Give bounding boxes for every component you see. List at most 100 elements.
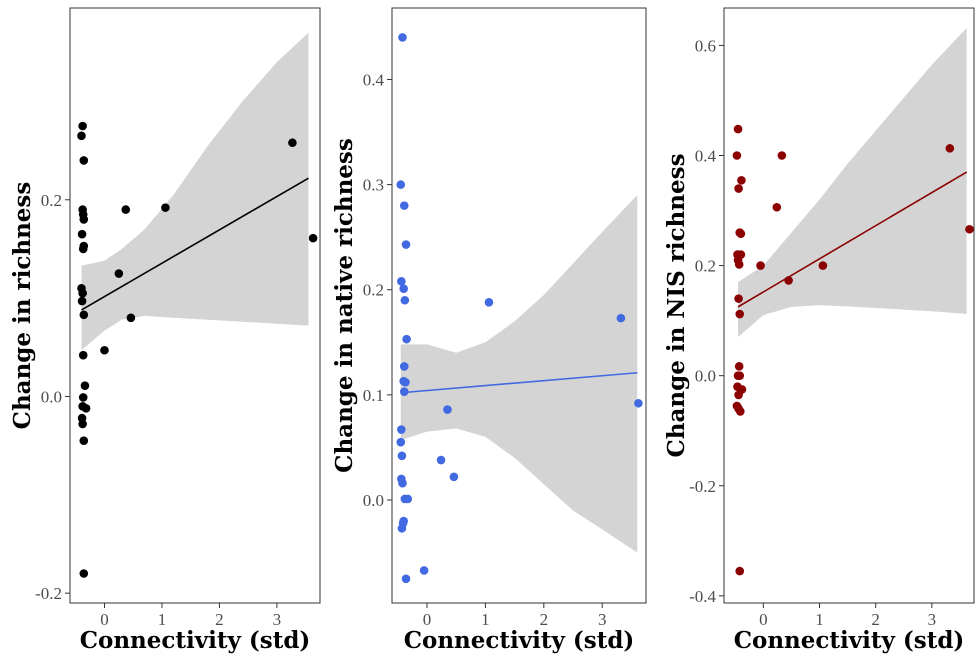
x-tick-label: 3 xyxy=(273,610,282,629)
data-point xyxy=(397,277,406,286)
data-point xyxy=(397,425,406,434)
data-point xyxy=(396,437,406,447)
data-point xyxy=(288,138,297,148)
data-point xyxy=(616,313,626,323)
regression-line xyxy=(737,171,968,308)
data-point xyxy=(401,240,411,249)
y-tick-label: -0.2 xyxy=(35,584,62,603)
y-tick-label: 0.3 xyxy=(363,176,384,195)
data-point xyxy=(734,260,744,269)
data-point xyxy=(399,387,409,397)
panel-richness: 0 1 2 3 -0.2 0.0 0.2 Connectivity (std) Change i… xyxy=(9,7,321,654)
data-point xyxy=(734,294,743,303)
data-point xyxy=(484,298,494,307)
panel-native-richness: 0 1 2 3 0.0 0.1 0.2 0.3 0.4 Connectivity (std) Cha… xyxy=(331,7,647,654)
x-tick-label: 1 xyxy=(815,610,824,629)
y-tick-label: 0.0 xyxy=(363,491,384,510)
confidence-band xyxy=(400,195,638,553)
data-point xyxy=(735,309,745,319)
data-point xyxy=(734,390,743,400)
data-point xyxy=(79,569,89,578)
data-point xyxy=(121,205,131,214)
x-tick-label: 0 xyxy=(423,610,432,629)
data-point xyxy=(79,215,89,224)
data-point xyxy=(402,334,411,344)
y-tick-label: 0.2 xyxy=(41,191,62,210)
data-point xyxy=(400,295,410,305)
data-point xyxy=(398,478,407,488)
y-tick-label: 0.4 xyxy=(695,147,717,166)
data-point xyxy=(734,362,744,371)
data-point xyxy=(79,310,89,320)
x-tick-label: 0 xyxy=(100,610,109,629)
data-point xyxy=(734,184,743,193)
y-axis-label-nis-richness: Change in NIS richness xyxy=(663,153,690,457)
x-tick-label: 2 xyxy=(215,610,224,629)
data-point xyxy=(401,377,410,387)
data-point xyxy=(634,398,643,408)
data-point xyxy=(733,124,743,134)
data-point xyxy=(100,345,109,355)
regression-line xyxy=(81,177,309,311)
data-point xyxy=(737,175,746,185)
data-point xyxy=(401,574,411,584)
data-point xyxy=(79,436,89,446)
x-tick-label: 3 xyxy=(598,610,607,629)
data-point xyxy=(399,201,409,210)
data-point xyxy=(965,224,974,234)
panel-nis-richness: 0 1 2 3 -0.4 -0.2 0.0 0.2 0.4 0.6 Connectivity (st… xyxy=(663,7,975,654)
data-point xyxy=(78,288,87,298)
data-point xyxy=(79,156,89,165)
data-point xyxy=(732,151,742,160)
data-point xyxy=(78,350,88,360)
data-point xyxy=(818,261,828,270)
data-point xyxy=(784,276,793,285)
x-tick-label: 3 xyxy=(928,610,937,629)
y-tick-label: -0.2 xyxy=(689,477,716,496)
data-point xyxy=(114,269,124,278)
data-point xyxy=(81,403,91,413)
data-point xyxy=(772,202,782,212)
data-point xyxy=(78,419,87,429)
x-tick-label: 2 xyxy=(871,610,880,629)
x-axis-label: Connectivity (std) xyxy=(404,627,635,654)
data-point xyxy=(399,362,409,371)
y-tick-label: 0.4 xyxy=(363,70,385,89)
regression-line xyxy=(400,371,638,394)
data-point xyxy=(161,203,170,212)
x-tick-label: 2 xyxy=(540,610,549,629)
data-point xyxy=(77,131,86,141)
data-point xyxy=(77,296,87,306)
data-point xyxy=(736,229,746,238)
confidence-band xyxy=(81,32,309,351)
data-point xyxy=(308,233,318,243)
confidence-band xyxy=(738,27,967,338)
x-tick-label: 1 xyxy=(158,610,167,629)
data-point xyxy=(735,566,745,576)
data-point xyxy=(436,455,446,465)
data-point xyxy=(735,407,745,416)
data-point xyxy=(403,494,413,504)
panel-frame xyxy=(391,7,647,604)
data-point xyxy=(78,393,88,402)
data-point xyxy=(77,229,87,239)
x-axis-label: Connectivity (std) xyxy=(80,627,311,654)
y-axis-label-richness: Change in richness xyxy=(9,182,36,430)
y-tick-label: 0.0 xyxy=(695,367,716,386)
data-point xyxy=(777,151,787,160)
data-point xyxy=(443,405,452,414)
data-point xyxy=(756,261,765,270)
data-point xyxy=(78,121,87,131)
data-point xyxy=(126,313,136,323)
y-tick-label: 0.6 xyxy=(695,36,716,55)
data-point xyxy=(399,284,408,293)
x-tick-label: 0 xyxy=(759,610,768,629)
x-axis-label: Connectivity (std) xyxy=(734,627,965,654)
y-tick-label: 0.1 xyxy=(363,386,384,405)
data-point xyxy=(398,33,407,42)
data-point xyxy=(449,472,459,482)
data-point xyxy=(419,566,429,575)
data-point xyxy=(397,451,407,461)
y-axis-label-native-richness: Change in native richness xyxy=(331,138,358,473)
